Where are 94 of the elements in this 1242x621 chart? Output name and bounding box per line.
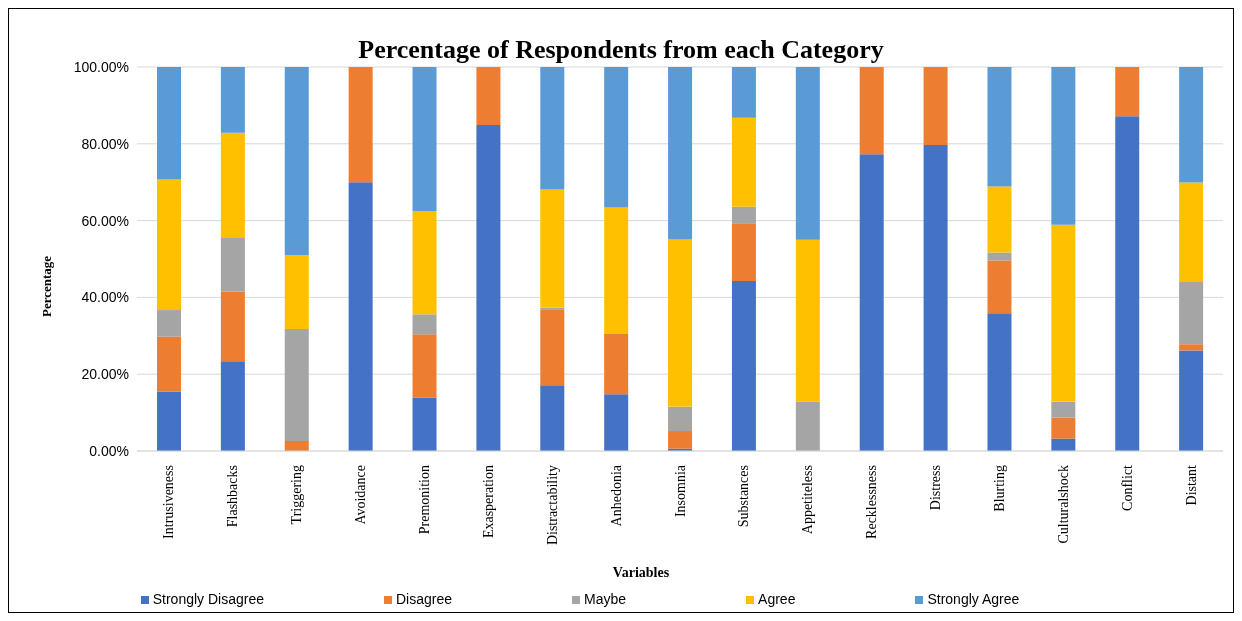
- x-tick-label: Appetiteless: [800, 465, 816, 535]
- x-tick-label: Distress: [928, 465, 944, 511]
- y-tick-label: 0.00%: [89, 442, 129, 459]
- bar: [731, 117, 756, 207]
- bar: [476, 67, 501, 125]
- bar: [220, 237, 245, 292]
- bar: [412, 211, 437, 315]
- x-axis-title: Variables: [611, 565, 671, 581]
- bar: [668, 67, 693, 240]
- bar: [604, 394, 629, 451]
- x-tick-label: Intrusiveness: [161, 465, 177, 539]
- bar: [157, 336, 181, 392]
- bar: [220, 132, 245, 238]
- bar: [540, 67, 565, 190]
- x-tick-label: Distractability: [544, 465, 560, 546]
- x-tick-label: Triggering: [289, 465, 305, 525]
- bar: [795, 239, 820, 402]
- bar: [157, 67, 181, 180]
- bar: [157, 310, 181, 337]
- bar: [412, 67, 437, 211]
- bar: [1051, 401, 1076, 418]
- legend-label: Strongly Disagree: [152, 591, 264, 607]
- x-tick-label: Conflict: [1119, 464, 1135, 511]
- bar: [540, 189, 565, 308]
- bar: [859, 67, 884, 155]
- bar: [1051, 67, 1076, 225]
- bar: [540, 385, 565, 451]
- bar: [668, 406, 693, 432]
- legend-label: Maybe: [584, 591, 627, 607]
- x-tick-label: Anhedonia: [608, 464, 624, 527]
- y-tick-label: 100.00%: [73, 58, 129, 75]
- bar: [731, 67, 756, 118]
- y-axis-title: Percentage: [39, 255, 55, 317]
- y-tick-label: 60.00%: [81, 212, 129, 229]
- bar: [987, 313, 1012, 451]
- bar: [1179, 350, 1204, 451]
- bar: [731, 280, 756, 451]
- bar: [476, 124, 501, 451]
- y-tick-label: 20.00%: [81, 366, 129, 383]
- y-tick-label: 80.00%: [81, 135, 129, 152]
- bar: [220, 67, 245, 133]
- bar: [731, 206, 756, 224]
- bar: [1179, 67, 1204, 183]
- bar: [987, 67, 1012, 187]
- x-tick-label: Avoidance: [353, 465, 369, 525]
- legend-label: Strongly Agree: [927, 591, 1020, 607]
- bar: [1179, 344, 1204, 351]
- bar: [412, 397, 437, 451]
- bar: [1051, 224, 1076, 402]
- bar: [348, 182, 373, 451]
- bar: [795, 401, 820, 451]
- y-tick-label: 40.00%: [81, 289, 129, 306]
- x-tick-label: Exasperation: [480, 465, 496, 539]
- x-tick-label: Distant: [1183, 464, 1199, 506]
- chart-title: Percentage of Respondents from each Category: [358, 35, 884, 64]
- x-tick-label: Culturalshock: [1055, 465, 1071, 544]
- bar: [220, 361, 245, 451]
- bar: [987, 252, 1012, 261]
- bar: [668, 431, 693, 449]
- bar: [604, 333, 629, 395]
- bar: [284, 67, 309, 256]
- bar: [731, 223, 756, 281]
- legend-label: Agree: [758, 591, 796, 607]
- legend-label: Disagree: [396, 591, 453, 607]
- bar: [284, 441, 309, 451]
- bar: [348, 67, 373, 183]
- bar: [987, 260, 1012, 314]
- bar: [1179, 182, 1204, 283]
- bar: [284, 328, 309, 442]
- x-tick-label: Flashbacks: [225, 465, 241, 528]
- bar: [795, 67, 820, 240]
- x-tick-label: Insomnia: [672, 464, 688, 518]
- bar: [157, 391, 181, 451]
- x-tick-label: Blurting: [991, 465, 1007, 512]
- bar: [1179, 282, 1204, 345]
- bar: [987, 186, 1012, 253]
- x-tick-label: Recklessness: [864, 465, 880, 539]
- bar: [540, 309, 565, 386]
- bar: [604, 207, 629, 334]
- bar: [1115, 67, 1140, 117]
- bar: [157, 179, 181, 311]
- bar: [284, 255, 309, 329]
- bar: [668, 239, 693, 407]
- x-tick-label: Premonition: [416, 465, 432, 535]
- x-tick-label: Substances: [736, 465, 752, 528]
- bar: [859, 154, 884, 451]
- bar: [220, 291, 245, 362]
- bar: [1051, 417, 1076, 439]
- bar: [412, 314, 437, 335]
- bar: [1115, 116, 1140, 451]
- bar: [923, 144, 948, 451]
- bar: [604, 67, 629, 208]
- bar: [412, 334, 437, 398]
- bar: [923, 67, 948, 145]
